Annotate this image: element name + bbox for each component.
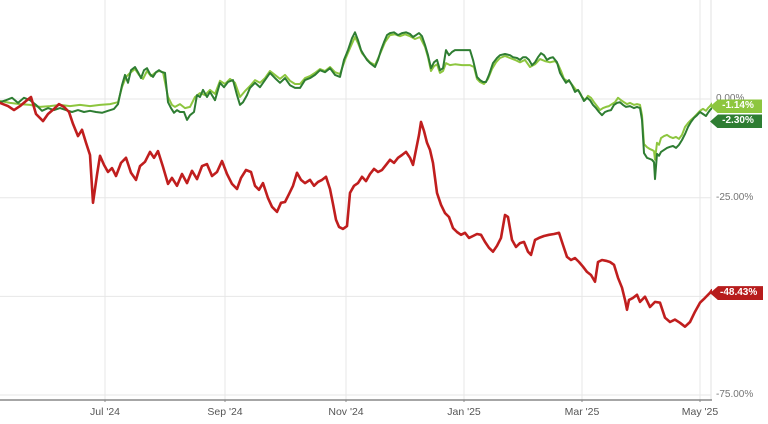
red-series-line[interactable]: [0, 95, 712, 329]
x-tick-label: May '25: [681, 406, 719, 418]
light-green-series-line[interactable]: [0, 33, 712, 161]
y-tick-label: -25.00%: [716, 191, 754, 203]
x-tick-label: Mar '25: [564, 406, 600, 418]
dark-green-series-line[interactable]: [0, 31, 712, 181]
x-tick-label: Sep '24: [207, 406, 243, 418]
light-green-series-value-badge: -1.14%: [710, 99, 762, 114]
plot-area[interactable]: [0, 0, 712, 402]
dark-green-series-value-badge: -2.30%: [710, 114, 762, 129]
red-series-value-badge: -48.43%: [710, 286, 764, 301]
y-tick-label: 0.00%: [716, 93, 745, 104]
x-tick-label: Jul '24: [89, 406, 121, 418]
y-tick-label: -75.00%: [716, 389, 754, 401]
x-tick-label: Jan '25: [447, 406, 481, 418]
x-tick-label: Nov '24: [328, 406, 364, 418]
